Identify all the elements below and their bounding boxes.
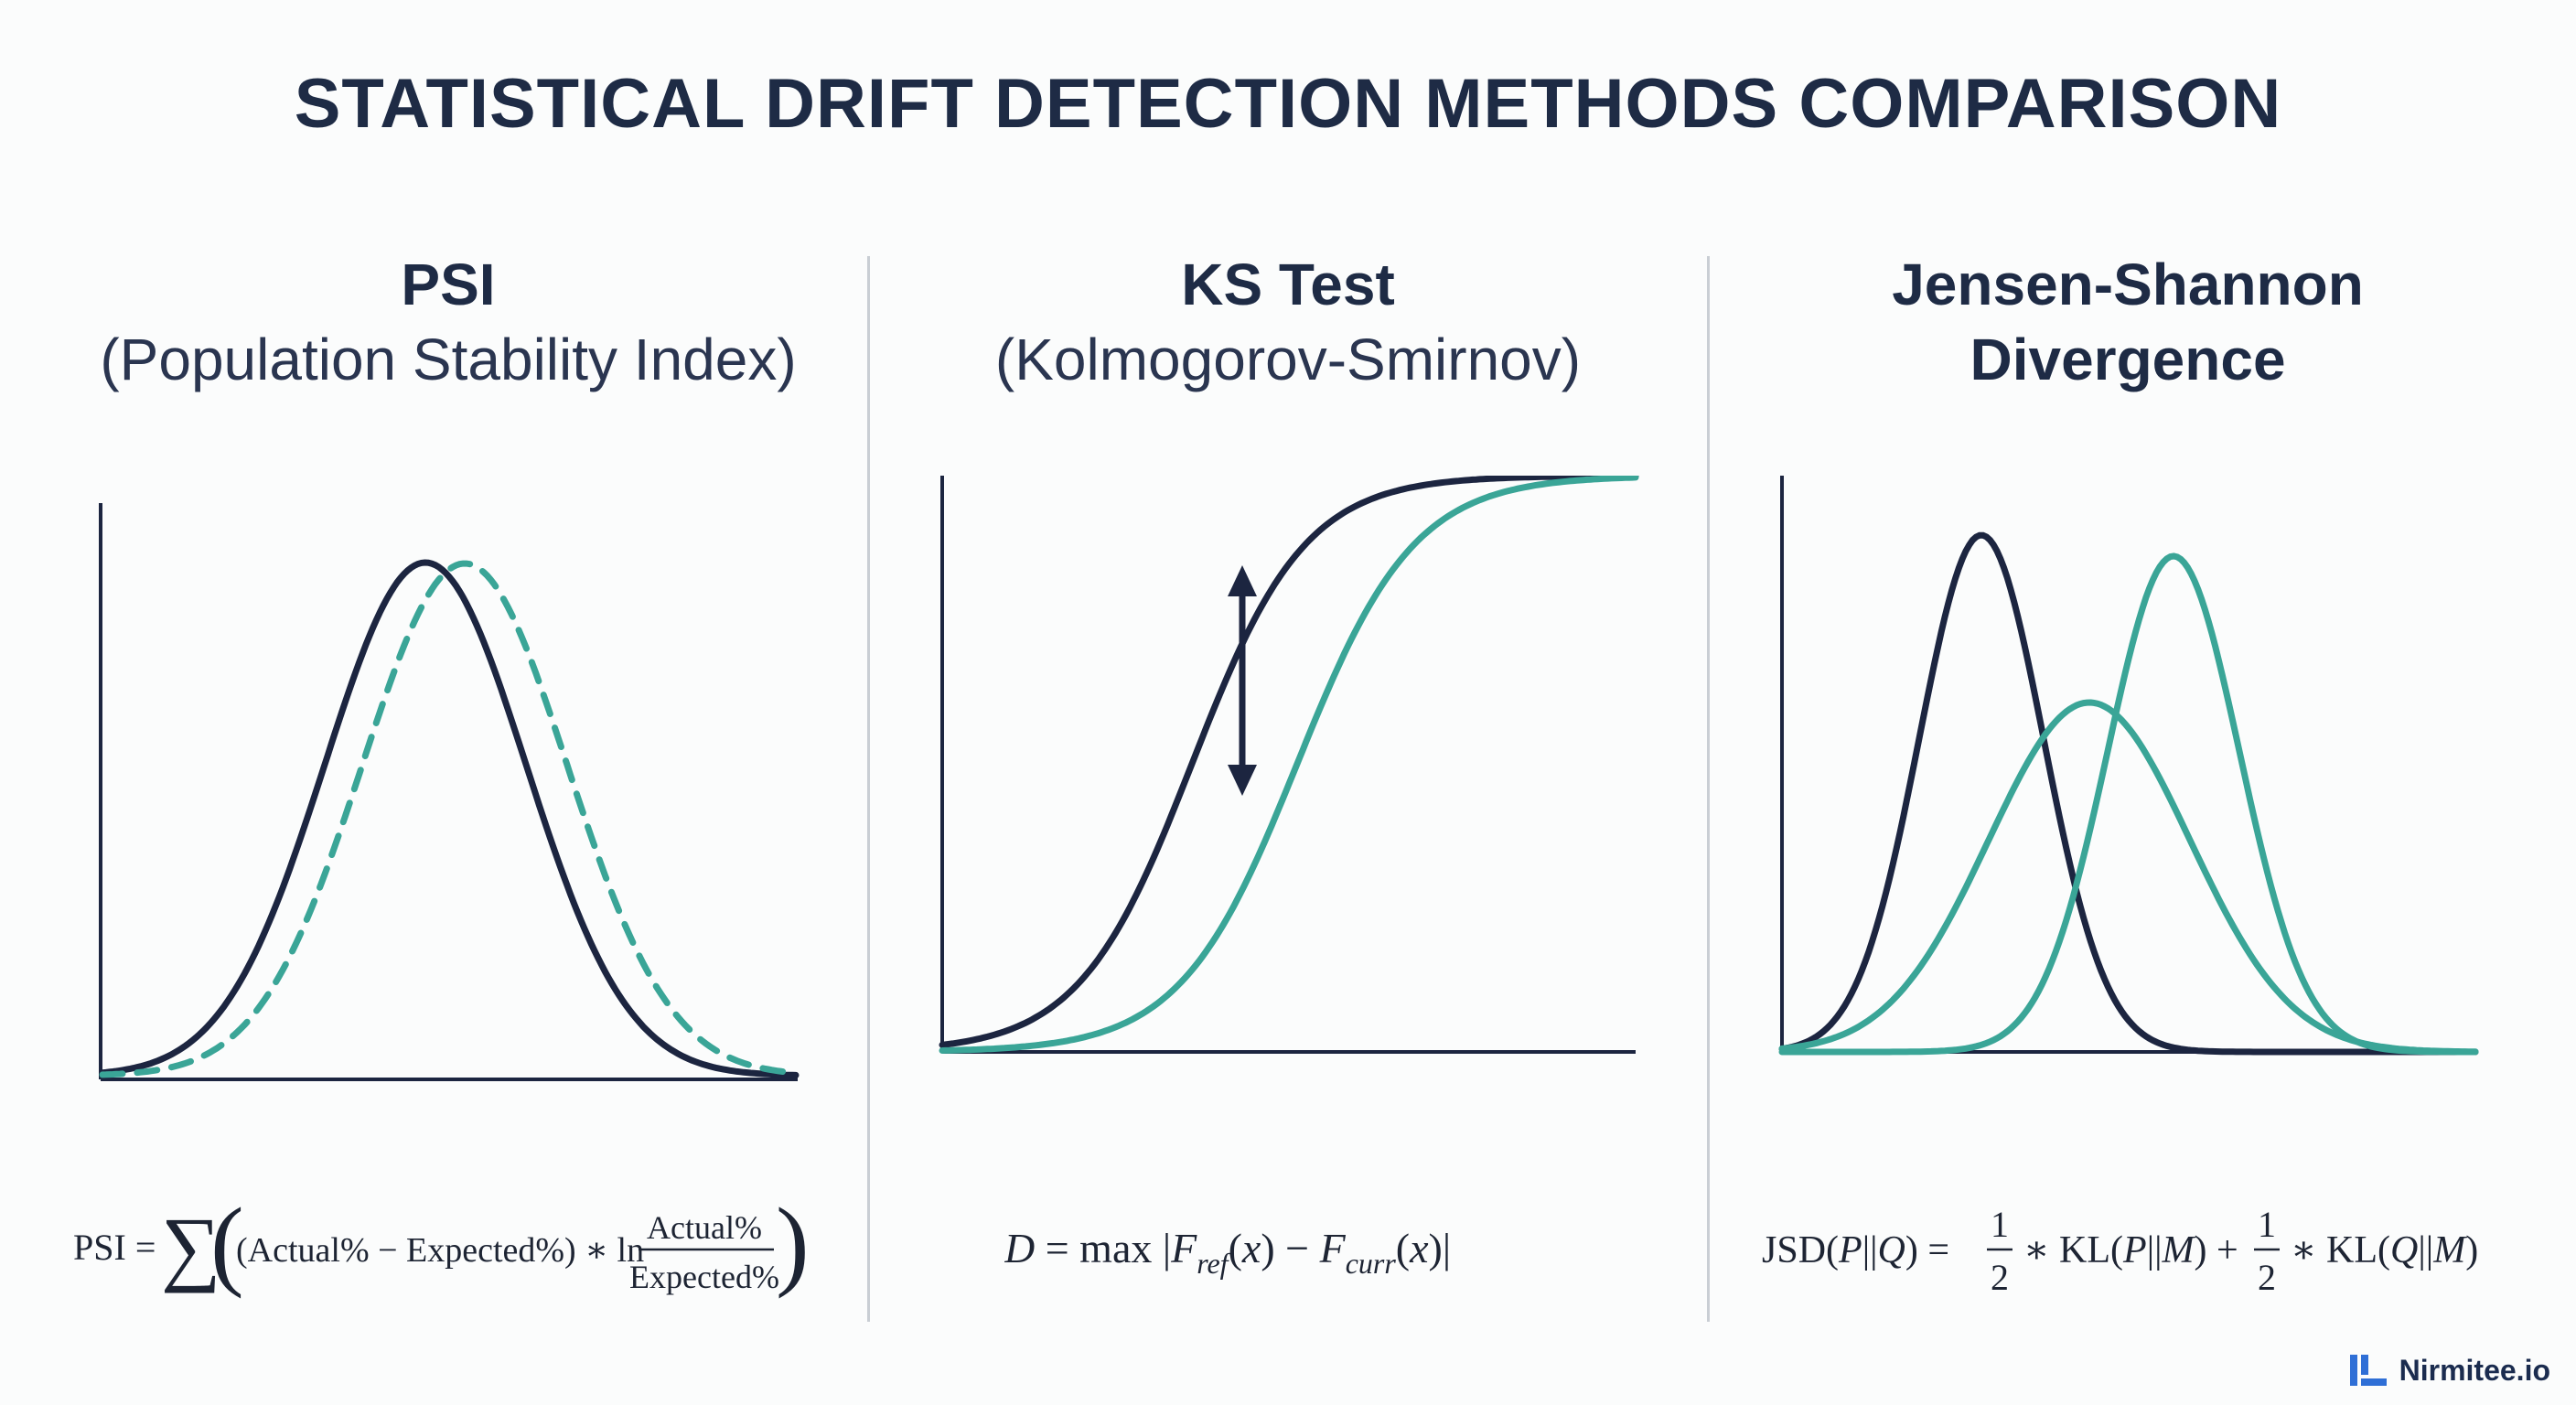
ks-current-cdf xyxy=(939,476,1639,1054)
jsd-panel: Jensen-Shannon Divergence JSD(P||Q) = 1 … xyxy=(1707,247,2549,1345)
jsd-plot xyxy=(1778,476,2479,1056)
jsd-title: Jensen-Shannon xyxy=(1892,252,2364,317)
svg-text:Actual%: Actual% xyxy=(647,1209,762,1246)
ks-plot xyxy=(939,476,1639,1054)
jsd-q-curve xyxy=(1778,552,2479,1056)
psi-panel: PSI (Population Stability Index) PSI = ∑… xyxy=(27,247,869,1345)
jsd-m-curve xyxy=(1778,699,2479,1056)
svg-text:∑: ∑ xyxy=(161,1200,221,1293)
ks-title: KS Test xyxy=(1181,252,1395,317)
psi-current-curve xyxy=(99,560,800,1078)
panel-divider-2 xyxy=(1707,256,1710,1322)
svg-text:JSD(P||Q) =: JSD(P||Q) = xyxy=(1762,1229,1949,1271)
svg-text:∗ KL(P||M) +: ∗ KL(P||M) + xyxy=(2023,1229,2238,1271)
svg-text:D = max |Fref(x) − Fcurr(x)|: D = max |Fref(x) − Fcurr(x)| xyxy=(1004,1225,1451,1280)
ks-panel: KS Test (Kolmogorov-Smirnov) D = max |Fr… xyxy=(867,247,1709,1345)
psi-subtitle: (Population Stability Index) xyxy=(100,327,797,392)
svg-text:1: 1 xyxy=(2258,1204,2276,1245)
jsd-subtitle: Divergence xyxy=(1970,327,2286,392)
svg-text:2: 2 xyxy=(1991,1257,2009,1298)
panel-divider-1 xyxy=(867,256,870,1322)
psi-reference-curve xyxy=(99,559,800,1078)
svg-text:): ) xyxy=(776,1189,810,1299)
svg-text:1: 1 xyxy=(1991,1204,2009,1245)
svg-text:∗ KL(Q||M): ∗ KL(Q||M) xyxy=(2291,1229,2478,1271)
ks-max-distance-arrow xyxy=(1228,565,1257,796)
svg-text:(Actual% − Expected%) ∗ ln: (Actual% − Expected%) ∗ ln xyxy=(236,1231,644,1270)
ks-subtitle: (Kolmogorov-Smirnov) xyxy=(994,327,1582,392)
svg-text:2: 2 xyxy=(2258,1257,2276,1298)
svg-text:(: ( xyxy=(210,1189,244,1299)
page-title: STATISTICAL DRIFT DETECTION METHODS COMP… xyxy=(294,65,2282,143)
brand-logo: Nirmitee.io xyxy=(2348,1349,2550,1391)
ks-formula: D = max |Fref(x) − Fcurr(x)| xyxy=(1004,1225,1451,1280)
psi-title: PSI xyxy=(401,252,496,317)
brand-name: Nirmitee.io xyxy=(2399,1353,2550,1387)
nirmitee-logo-icon xyxy=(2349,1355,2387,1386)
svg-text:Expected%: Expected% xyxy=(629,1259,779,1295)
jsd-formula: JSD(P||Q) = 1 2 ∗ KL(P||M) + 1 2 ∗ KL(Q|… xyxy=(1762,1204,2478,1298)
jsd-p-curve xyxy=(1778,531,2479,1056)
psi-formula: PSI = ∑ ( (Actual% − Expected%) ∗ ln Act… xyxy=(73,1189,810,1299)
psi-plot xyxy=(99,503,800,1081)
ks-reference-cdf xyxy=(939,476,1639,1048)
svg-text:PSI =: PSI = xyxy=(73,1227,156,1268)
